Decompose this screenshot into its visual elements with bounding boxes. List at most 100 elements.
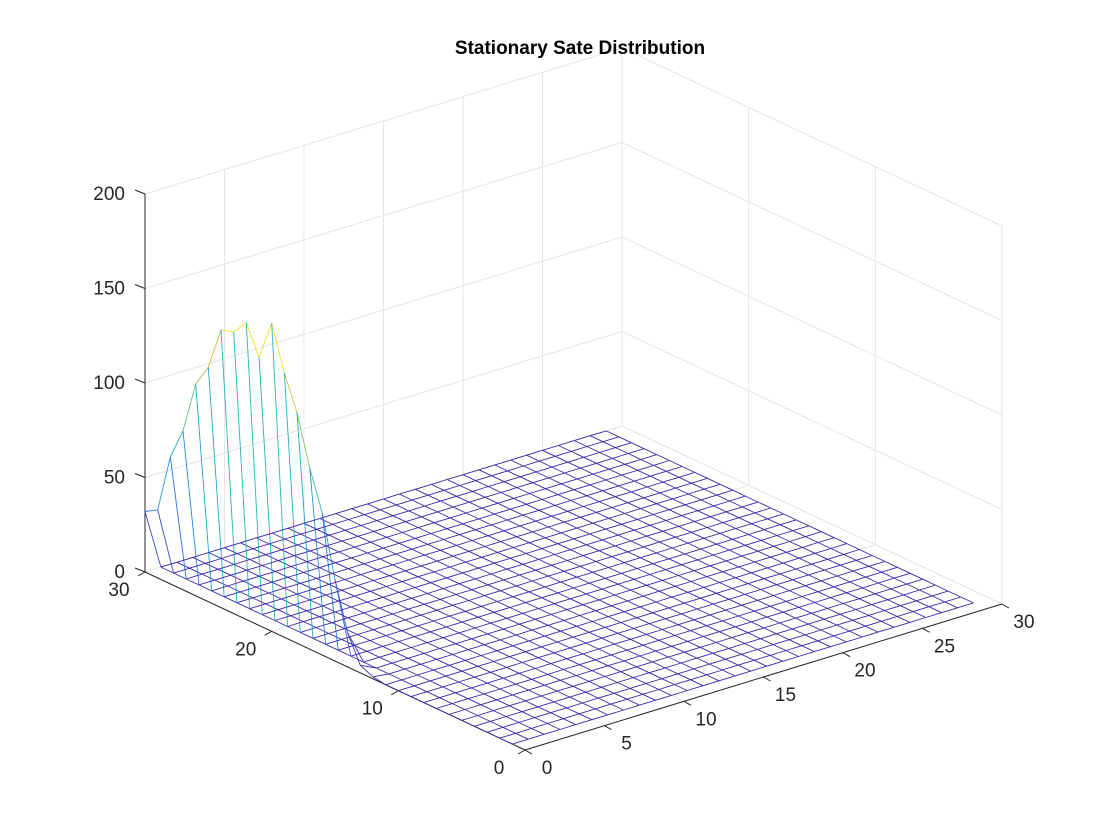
mesh-segment (293, 604, 307, 612)
mesh-segment (631, 491, 644, 499)
mesh-segment (392, 613, 406, 621)
mesh-segment (477, 611, 495, 618)
mesh-segment (268, 538, 286, 545)
mesh-segment (751, 523, 765, 531)
mesh-segment (408, 603, 425, 610)
mesh-segment (414, 636, 428, 644)
mesh-segment (563, 615, 580, 621)
mesh-segment (436, 703, 453, 709)
mesh-segment (427, 539, 444, 545)
mesh-segment (624, 508, 641, 514)
mesh-segment (434, 517, 451, 524)
mesh-segment (351, 503, 368, 510)
mesh-segment (697, 505, 714, 512)
mesh-segment (373, 629, 387, 637)
mesh-segment (351, 601, 368, 608)
mesh-segment (621, 523, 635, 531)
mesh-segment (481, 507, 495, 515)
mesh-segment (570, 446, 588, 452)
mesh-segment (665, 520, 679, 527)
mesh-segment (535, 564, 552, 571)
mesh-segment (496, 645, 514, 652)
mesh-segment (456, 544, 470, 552)
mesh-segment (507, 465, 524, 472)
mesh-segment (379, 602, 396, 609)
mesh-segment (653, 509, 670, 515)
mesh-segment (846, 636, 863, 643)
mesh-segment (859, 598, 872, 606)
mesh-segment (405, 570, 419, 578)
mesh-segment (424, 598, 441, 605)
mesh-segment (484, 492, 502, 498)
mesh-segment (484, 639, 501, 646)
mesh-segment (862, 582, 879, 589)
mesh-segment (173, 572, 187, 580)
mesh-segment (487, 584, 501, 592)
mesh-segment (751, 567, 768, 574)
mesh-segment (725, 555, 743, 562)
mesh-segment (646, 486, 660, 494)
chart-title: Stationary Sate Distribution (455, 38, 705, 59)
mesh-segment (599, 452, 613, 459)
mesh-segment (424, 554, 438, 562)
mesh-segment (354, 590, 371, 597)
mesh-segment (652, 558, 670, 565)
mesh-segment (710, 516, 724, 524)
mesh-segment (277, 604, 295, 611)
grid-line-z-sidewall (621, 142, 1003, 321)
mesh-segment (655, 601, 669, 609)
mesh-segment (372, 673, 389, 678)
mesh-segment (433, 620, 447, 628)
x-tick-label: 10 (695, 709, 716, 730)
mesh-segment (824, 564, 841, 571)
mesh-segment (255, 586, 269, 594)
mesh-segment (278, 555, 295, 562)
mesh-segment (497, 497, 514, 504)
mesh-segment (388, 673, 402, 681)
mesh-segment (763, 627, 777, 635)
mesh-segment (512, 640, 529, 647)
mesh-segment (281, 544, 298, 551)
mesh-segment (440, 544, 457, 551)
mesh-segment (417, 669, 434, 676)
mesh-segment (615, 442, 632, 449)
mesh-segment (550, 712, 564, 720)
mesh-segment (398, 685, 415, 692)
mesh-segment (596, 457, 613, 464)
mesh-segment (553, 696, 570, 703)
mesh-segment (497, 551, 511, 559)
mesh-segment (532, 580, 546, 588)
mesh-segment (671, 690, 688, 696)
mesh-segment (319, 611, 336, 618)
mesh-segment (573, 484, 591, 491)
mesh-segment (582, 599, 599, 606)
mesh-segment (360, 664, 377, 669)
mesh-segment (275, 570, 288, 578)
mesh-segment (636, 617, 650, 625)
mesh-segment (735, 621, 752, 628)
mesh-segment (745, 495, 759, 503)
mesh-segment (747, 627, 764, 634)
mesh-segment (443, 534, 460, 540)
mesh-segment (300, 627, 317, 633)
mesh-segment (748, 534, 762, 541)
mesh-segment (461, 665, 478, 672)
mesh-segment (668, 651, 685, 658)
mesh-segment (445, 675, 459, 683)
mesh-segment (716, 588, 733, 594)
mesh-segment (690, 581, 704, 588)
mesh-segment (576, 621, 593, 627)
mesh-segment (766, 611, 784, 618)
mesh-segment (557, 489, 575, 496)
mesh-segment (547, 619, 564, 626)
mesh-segment (579, 713, 592, 721)
z-tick-label: 50 (104, 468, 125, 489)
z-tick-label: 0 (114, 562, 125, 583)
mesh-segment (509, 607, 523, 614)
mesh-segment (624, 611, 637, 619)
mesh-segment (265, 603, 279, 611)
mesh-segment (741, 653, 755, 661)
mesh-segment (795, 519, 809, 527)
mesh-segment (503, 530, 517, 538)
mesh-segment (566, 609, 580, 616)
